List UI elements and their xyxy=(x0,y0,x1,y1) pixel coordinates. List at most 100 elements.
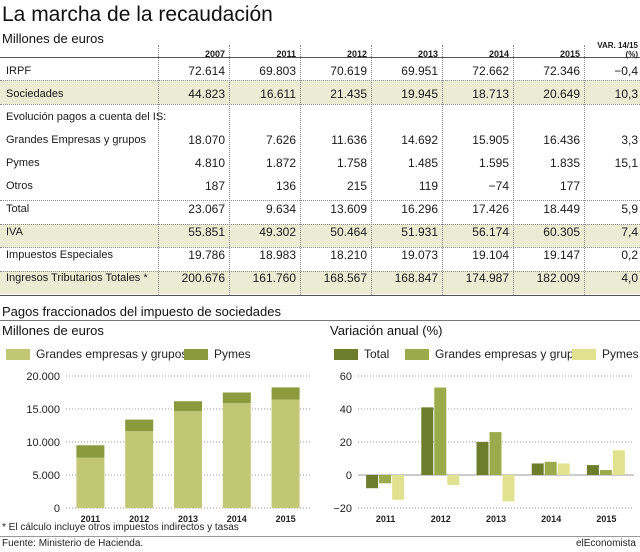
legend-label: Total xyxy=(364,347,390,361)
table-cell: 70.619 xyxy=(330,63,367,78)
table-row: Otros 187 136 215 119 −74 177 xyxy=(0,174,640,197)
table-cell: 7,4 xyxy=(621,224,638,239)
table-cell: 4.810 xyxy=(194,155,225,170)
table-row: Evolución pagos a cuenta del IS: xyxy=(0,105,640,128)
bar-pymes xyxy=(174,401,202,412)
legend-label: Grandes empresas y grupos xyxy=(36,347,188,361)
bar-grandes xyxy=(379,475,392,484)
x-tick-label: 2011 xyxy=(81,514,101,524)
bar-pymes xyxy=(125,419,154,432)
x-tick-label: 2013 xyxy=(486,514,506,524)
bar-grandes xyxy=(174,411,202,508)
table-cell: −0,4 xyxy=(614,63,638,78)
y-tick-label: 15.000 xyxy=(26,404,60,416)
header-label-cell xyxy=(0,41,158,59)
column-header: VAR. 14/15 (%) xyxy=(597,41,638,59)
table-row: Ingresos Tributarios Totales * 200.676 161… xyxy=(0,266,640,289)
column-header: 2014 xyxy=(488,49,509,59)
table-cell: 177 xyxy=(559,178,580,193)
bar-pymes xyxy=(502,475,515,502)
chart2-variation-bars: −20 0 20 40 60 2011 2012 2013 2014 2015 xyxy=(333,371,634,524)
column-header: 2015 xyxy=(559,49,580,59)
table-cell: 5,9 xyxy=(621,201,638,216)
table-cell: 72.614 xyxy=(188,63,225,78)
bar-grandes xyxy=(544,461,557,475)
chart2-legend-grandes: Grandes empresas y grupos xyxy=(405,347,586,361)
table-cell: 16.296 xyxy=(401,201,438,216)
x-tick-label: 2014 xyxy=(541,514,561,524)
table-cell: 19.147 xyxy=(543,247,580,262)
row-band-iva xyxy=(0,224,640,247)
table-cell: 44.823 xyxy=(188,86,225,101)
y-tick-label: 0 xyxy=(54,503,60,515)
table-cell: 18.070 xyxy=(188,132,225,147)
table-cell: 72.662 xyxy=(472,63,509,78)
row-band-total-ingresos xyxy=(0,271,640,294)
bar-pymes xyxy=(271,387,300,400)
bar-total xyxy=(421,407,434,475)
bar-grandes xyxy=(76,457,105,508)
table-cell: 72.346 xyxy=(543,63,580,78)
x-tick-label: 2015 xyxy=(596,514,616,524)
section-title: Pagos fraccionados del impuesto de socie… xyxy=(2,304,281,319)
bar-grandes xyxy=(489,432,502,475)
legend-label: Pymes xyxy=(602,347,639,361)
row-separator xyxy=(0,271,640,272)
table-cell: 18.449 xyxy=(543,201,580,216)
table-cell: 187 xyxy=(204,178,225,193)
row-separator xyxy=(0,224,640,225)
legend-label: Grandes empresas y grupos xyxy=(435,347,587,361)
row-band-sociedades xyxy=(0,81,640,104)
table-cell: 16.611 xyxy=(260,86,296,101)
table-cell xyxy=(442,105,513,128)
header-rule xyxy=(0,57,640,58)
bar-pymes xyxy=(222,392,251,404)
x-tick-label: 2013 xyxy=(178,514,198,524)
table-cell: 50.464 xyxy=(330,224,367,239)
table-cell: 9.634 xyxy=(265,201,296,216)
legend-swatch-grandes xyxy=(6,348,30,360)
row-label: Sociedades xyxy=(6,87,64,100)
column-separator xyxy=(158,45,159,295)
row-label: IVA xyxy=(6,225,23,238)
row-label: Pymes xyxy=(6,156,40,169)
y-tick-label: 20.000 xyxy=(26,371,60,383)
bar-pymes xyxy=(76,445,105,458)
page-title: La marcha de la recaudación xyxy=(2,3,273,26)
bar-pymes xyxy=(447,475,460,485)
table-bottom-rule xyxy=(0,295,640,296)
footnote: * El cálculo incluye otros impuestos ind… xyxy=(2,522,239,533)
bar-grandes xyxy=(125,431,154,508)
table-cell: 17.426 xyxy=(472,201,509,216)
table-cell: 18.210 xyxy=(330,247,367,262)
table-cell: 215 xyxy=(346,178,367,193)
table-cell: 161.760 xyxy=(252,270,296,285)
column-header: 2013 xyxy=(417,49,438,59)
table-cell: 13.609 xyxy=(330,201,367,216)
table-cell: 19.786 xyxy=(188,247,225,262)
table-cell: 18.983 xyxy=(259,247,296,262)
row-label: Ingresos Tributarios Totales * xyxy=(6,271,148,284)
table-cell: 4,0 xyxy=(621,270,638,285)
column-separator xyxy=(584,45,585,295)
chart2-title: Variación anual (%) xyxy=(330,323,443,338)
x-tick-label: 2014 xyxy=(227,514,247,524)
table-cell xyxy=(584,174,640,197)
table-cell: 14.692 xyxy=(401,132,438,147)
table-cell: 69.803 xyxy=(259,63,296,78)
table-cell: 168.567 xyxy=(323,270,367,285)
bar-total xyxy=(531,463,544,475)
column-separator xyxy=(442,45,443,295)
table-cell: 1.758 xyxy=(336,155,367,170)
chart1-legend-grandes: Grandes empresas y grupos xyxy=(6,347,187,361)
table-cell: 60.305 xyxy=(543,224,580,239)
table-cell xyxy=(158,105,229,128)
legend-swatch-total xyxy=(334,348,358,360)
legend-label: Pymes xyxy=(214,347,251,361)
table-cell: 19.945 xyxy=(401,86,438,101)
table-cell: 18.713 xyxy=(472,86,509,101)
table-cell xyxy=(300,105,371,128)
bar-pymes xyxy=(557,463,570,475)
table-cell: −74 xyxy=(488,178,509,193)
column-header: 2012 xyxy=(346,49,367,59)
